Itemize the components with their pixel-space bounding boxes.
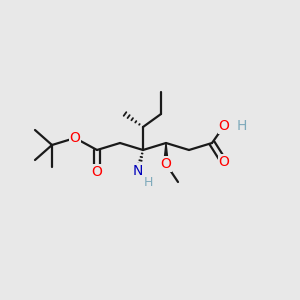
Text: O: O	[92, 165, 102, 179]
Text: O: O	[70, 131, 80, 145]
Text: O: O	[219, 155, 230, 169]
Text: O: O	[160, 157, 171, 171]
Polygon shape	[164, 143, 168, 164]
Text: H: H	[143, 176, 153, 188]
Text: H: H	[237, 119, 247, 133]
Text: N: N	[133, 164, 143, 178]
Text: O: O	[219, 119, 230, 133]
